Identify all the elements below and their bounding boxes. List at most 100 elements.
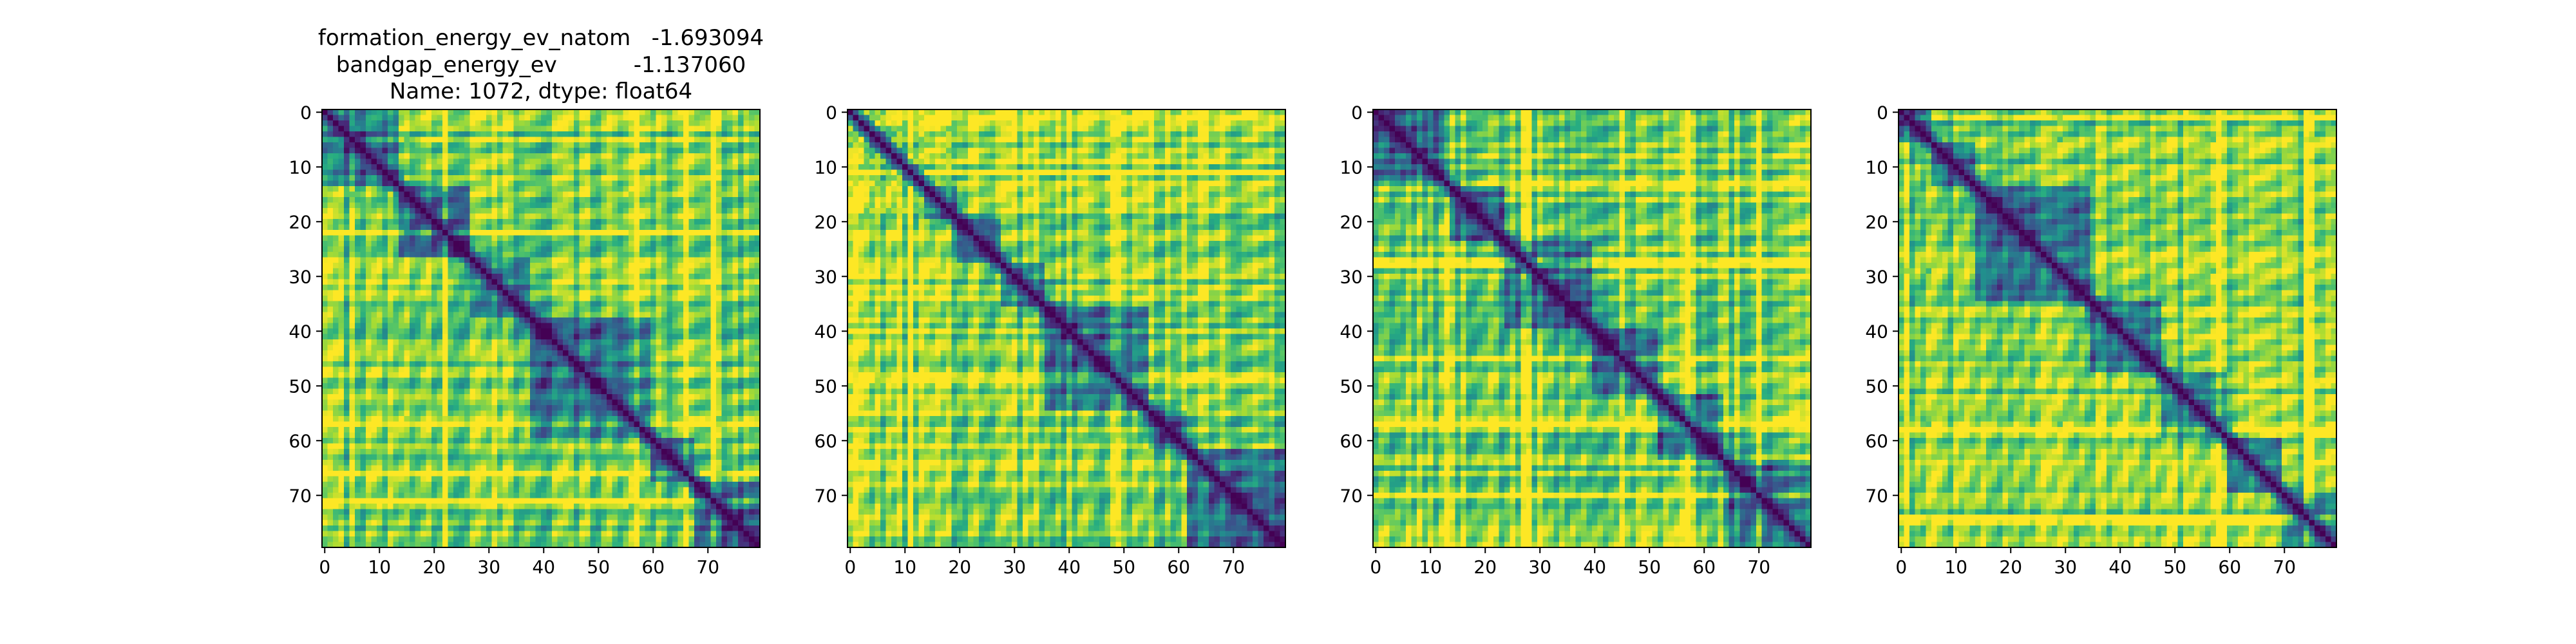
heatmap-cell: [426, 454, 432, 460]
heatmap-cell: [333, 224, 339, 231]
heatmap-cell: [371, 296, 377, 301]
heatmap-cell: [459, 323, 465, 329]
heatmap-cell: [590, 317, 596, 323]
heatmap-cell: [410, 388, 415, 395]
heatmap-cell: [431, 509, 437, 515]
heatmap-cell: [688, 164, 695, 170]
heatmap-cell: [431, 438, 437, 444]
heatmap-cell: [623, 219, 629, 225]
heatmap-cell: [333, 323, 339, 329]
heatmap-cell: [650, 213, 656, 220]
heatmap-cell: [502, 224, 509, 231]
heatmap-cell: [382, 465, 388, 471]
heatmap-cell: [491, 520, 498, 526]
heatmap-cell: [513, 219, 520, 225]
heatmap-cell: [360, 471, 366, 477]
heatmap-cell: [371, 345, 377, 351]
heatmap-cell: [393, 191, 399, 198]
heatmap-cell: [650, 274, 656, 279]
heatmap-cell: [333, 235, 339, 242]
heatmap-cell: [738, 169, 744, 176]
heatmap-cell: [541, 202, 547, 209]
heatmap-cell: [415, 509, 421, 515]
heatmap-cell: [683, 197, 689, 203]
heatmap-cell: [568, 274, 574, 279]
heatmap-cell: [431, 487, 437, 493]
heatmap-cell: [459, 427, 465, 433]
heatmap-cell: [508, 241, 514, 247]
heatmap-cell: [491, 388, 498, 395]
heatmap-cell: [469, 208, 476, 214]
heatmap-cell: [546, 388, 553, 395]
heatmap-cell: [552, 131, 558, 137]
heatmap-cell: [415, 115, 421, 121]
heatmap-cell: [579, 142, 585, 148]
heatmap-cell: [513, 126, 520, 132]
heatmap-cell: [563, 126, 569, 132]
heatmap-cell: [754, 312, 761, 318]
heatmap-cell: [754, 235, 761, 242]
heatmap-cell: [382, 153, 388, 159]
heatmap-cell: [393, 268, 399, 274]
heatmap-cell: [738, 307, 744, 312]
heatmap-cell: [426, 443, 432, 450]
heatmap-cell: [677, 197, 684, 203]
heatmap-cell: [574, 147, 580, 154]
heatmap-cell: [371, 493, 377, 498]
heatmap-cell: [421, 257, 426, 263]
heatmap-cell: [710, 153, 717, 159]
heatmap-cell: [694, 120, 700, 126]
heatmap-cell: [421, 169, 426, 176]
heatmap-cell: [475, 235, 481, 242]
heatmap-cell: [661, 328, 667, 334]
heatmap-cell: [442, 388, 448, 395]
heatmap-cell: [475, 427, 481, 433]
heatmap-cell: [437, 388, 443, 395]
heatmap-cell: [563, 263, 569, 269]
heatmap-cell: [535, 323, 542, 329]
heatmap-cell: [618, 175, 623, 181]
heatmap-cell: [694, 208, 700, 214]
heatmap-cell: [727, 252, 733, 258]
heatmap-cell: [743, 224, 750, 231]
heatmap-cell: [530, 202, 536, 209]
heatmap-cell: [431, 476, 437, 482]
heatmap-cell: [480, 498, 487, 504]
heatmap-cell: [535, 531, 542, 537]
heatmap-cell: [568, 186, 574, 192]
heatmap-cell: [502, 317, 509, 323]
heatmap-cell: [377, 421, 383, 428]
heatmap-cell: [371, 301, 377, 307]
heatmap-cell: [705, 334, 711, 340]
heatmap-cell: [710, 109, 717, 115]
heatmap-cell: [333, 164, 339, 170]
heatmap-cell: [634, 296, 640, 301]
heatmap-cell: [535, 202, 542, 209]
heatmap-cell: [431, 126, 437, 132]
heatmap-cell: [524, 438, 531, 444]
heatmap-cell: [344, 449, 350, 455]
heatmap-cell: [585, 224, 591, 231]
heatmap-cell: [749, 241, 755, 247]
heatmap-cell: [491, 355, 498, 362]
heatmap-cell: [524, 164, 531, 170]
heatmap-cell: [574, 186, 580, 192]
heatmap-cell: [579, 169, 585, 176]
heatmap-cell: [524, 274, 531, 279]
heatmap-cell: [410, 180, 415, 187]
heatmap-cell: [349, 301, 355, 307]
heatmap-cell: [431, 526, 437, 531]
heatmap-cell: [377, 301, 383, 307]
heatmap-cell: [404, 169, 410, 176]
heatmap-cell: [535, 328, 542, 334]
heatmap-cell: [469, 460, 476, 466]
heatmap-cell: [382, 208, 388, 214]
heatmap-cell: [453, 235, 459, 242]
heatmap-cell: [623, 197, 629, 203]
heatmap-cell: [672, 274, 678, 279]
heatmap-cell: [360, 460, 366, 466]
heatmap-cell: [721, 213, 728, 220]
heatmap-cell: [464, 328, 470, 334]
heatmap-cell: [716, 180, 722, 187]
heatmap-cell: [415, 296, 421, 301]
